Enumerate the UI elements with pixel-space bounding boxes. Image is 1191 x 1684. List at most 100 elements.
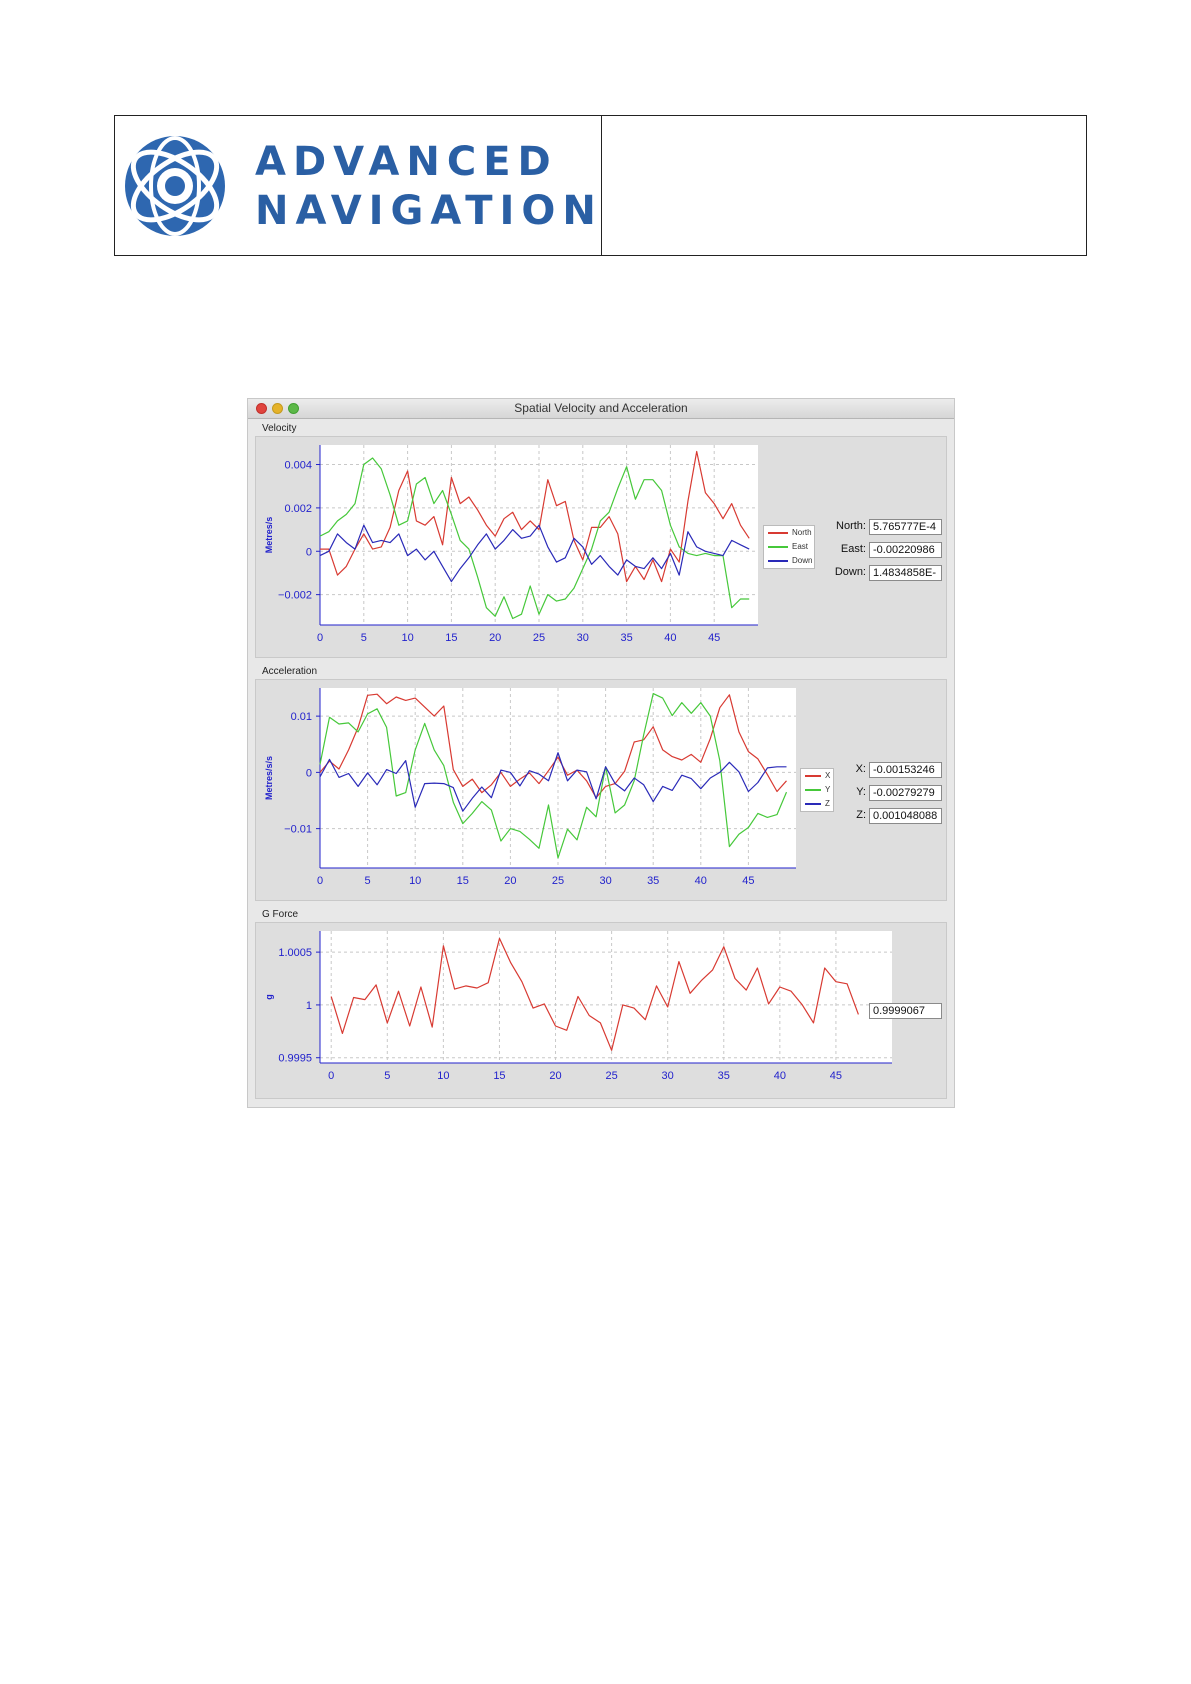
velocity-legend: North East Down bbox=[763, 525, 815, 569]
velocity-x-tick-label: 30 bbox=[577, 632, 589, 644]
down-label: Down: bbox=[834, 566, 866, 578]
velocity-series-down-line bbox=[319, 524, 750, 583]
legend-label-y: Y bbox=[825, 785, 831, 794]
legend-swatch-y bbox=[805, 789, 821, 791]
legend-item-north: North bbox=[764, 526, 814, 540]
acceleration-legend: X Y Z bbox=[800, 768, 834, 812]
spatial-velocity-window: Spatial Velocity and Acceleration Veloci… bbox=[247, 398, 955, 1108]
velocity-x-tick-label: 45 bbox=[708, 632, 720, 644]
legend-swatch-north bbox=[768, 532, 788, 534]
acceleration-panel: 0 5 10 15 20 25 30 35 40 45 0.01 0 −0.01 Metres/s/s X… bbox=[255, 679, 947, 901]
velocity-y-tick-label: 0.002 bbox=[284, 503, 312, 515]
minimize-window-button[interactable] bbox=[272, 403, 283, 414]
velocity-group-label: Velocity bbox=[262, 423, 297, 434]
velocity-y-tick-label: 0 bbox=[306, 546, 312, 558]
east-field[interactable]: -0.00220986 bbox=[869, 542, 942, 558]
acceleration-series-y-line bbox=[319, 693, 788, 859]
logo-line-2: NAVIGATION bbox=[255, 188, 603, 234]
gforce-panel: 0 5 10 15 20 25 30 35 40 45 1.0005 1 0.9995 g 0.99990… bbox=[255, 922, 947, 1099]
legend-swatch-east bbox=[768, 546, 788, 548]
acceleration-x-tick-label: 35 bbox=[647, 875, 659, 887]
velocity-series-north-line bbox=[320, 450, 750, 583]
close-window-button[interactable] bbox=[256, 403, 267, 414]
legend-label-x: X bbox=[825, 771, 831, 780]
gforce-y-tick-label: 1.0005 bbox=[278, 947, 312, 959]
velocity-y-axis-label: Metres/s bbox=[264, 517, 274, 554]
acceleration-x-tick-label: 25 bbox=[552, 875, 564, 887]
gforce-chart: 0 5 10 15 20 25 30 35 40 45 1.0005 1 0.9995 g bbox=[264, 931, 892, 1082]
gforce-x-tick-label: 15 bbox=[493, 1070, 505, 1082]
north-field[interactable]: 5.765777E-4 bbox=[869, 519, 942, 535]
velocity-series-east-line bbox=[319, 457, 750, 620]
logo-cell: ADVANCED NAVIGATION bbox=[115, 116, 602, 255]
gforce-x-tick-label: 35 bbox=[718, 1070, 730, 1082]
acceleration-chart: 0 5 10 15 20 25 30 35 40 45 0.01 0 −0.01 Metres/s/s bbox=[264, 688, 796, 887]
legend-item-z: Z bbox=[801, 797, 833, 811]
gforce-x-tick-label: 40 bbox=[774, 1070, 786, 1082]
gforce-series-g-line bbox=[330, 937, 859, 1051]
velocity-x-tick-label: 5 bbox=[361, 632, 367, 644]
velocity-x-tick-label: 25 bbox=[533, 632, 545, 644]
acceleration-series-x-line bbox=[319, 693, 787, 799]
acceleration-x-tick-label: 5 bbox=[365, 875, 371, 887]
gforce-x-tick-label: 0 bbox=[328, 1070, 334, 1082]
velocity-x-tick-label: 40 bbox=[664, 632, 676, 644]
acceleration-y-axis-label: Metres/s/s bbox=[264, 756, 274, 800]
gforce-x-tick-label: 10 bbox=[437, 1070, 449, 1082]
legend-label-down: Down bbox=[792, 556, 813, 565]
gforce-x-tick-label: 5 bbox=[384, 1070, 390, 1082]
gforce-field[interactable]: 0.9999067 bbox=[869, 1003, 942, 1019]
x-field[interactable]: -0.00153246 bbox=[869, 762, 942, 778]
velocity-y-tick-label: 0.004 bbox=[284, 460, 312, 472]
gforce-plot-area bbox=[320, 931, 892, 1063]
legend-item-down: Down bbox=[764, 554, 814, 568]
legend-label-east: East bbox=[792, 542, 809, 551]
gforce-y-tick-label: 0.9995 bbox=[278, 1053, 312, 1065]
y-label: Y: bbox=[856, 786, 866, 798]
acceleration-y-tick-label: 0 bbox=[306, 767, 312, 779]
velocity-x-tick-label: 10 bbox=[401, 632, 413, 644]
window-title: Spatial Velocity and Acceleration bbox=[514, 401, 688, 415]
velocity-x-tick-label: 35 bbox=[620, 632, 632, 644]
acceleration-y-tick-label: −0.01 bbox=[284, 824, 312, 836]
acceleration-x-tick-label: 15 bbox=[457, 875, 469, 887]
acceleration-series-z-line bbox=[319, 752, 787, 812]
gforce-x-tick-label: 30 bbox=[662, 1070, 674, 1082]
logo-line-1: ADVANCED bbox=[255, 139, 558, 185]
gforce-x-tick-label: 25 bbox=[605, 1070, 617, 1082]
x-label: X: bbox=[855, 763, 866, 775]
velocity-x-tick-label: 0 bbox=[317, 632, 323, 644]
legend-item-y: Y bbox=[801, 783, 833, 797]
y-field[interactable]: -0.00279279 bbox=[869, 785, 942, 801]
legend-label-z: Z bbox=[825, 799, 830, 808]
acceleration-x-tick-label: 10 bbox=[409, 875, 421, 887]
acceleration-group-label: Acceleration bbox=[262, 666, 318, 677]
legend-label-north: North bbox=[792, 528, 812, 537]
window-titlebar[interactable]: Spatial Velocity and Acceleration bbox=[248, 399, 954, 419]
gforce-x-tick-label: 45 bbox=[830, 1070, 842, 1082]
north-label: North: bbox=[836, 520, 866, 532]
z-field[interactable]: 0.001048088 bbox=[869, 808, 942, 824]
east-label: East: bbox=[840, 543, 866, 555]
velocity-x-tick-label: 20 bbox=[489, 632, 501, 644]
z-label: Z: bbox=[856, 809, 866, 821]
gforce-y-tick-label: 1 bbox=[306, 1000, 312, 1012]
gforce-x-tick-label: 20 bbox=[549, 1070, 561, 1082]
velocity-panel: 0 5 10 15 20 25 30 35 40 45 0.004 0.002 0 −0.002 Metre… bbox=[255, 436, 947, 658]
legend-swatch-x bbox=[805, 775, 821, 777]
down-field[interactable]: 1.4834858E- bbox=[869, 565, 942, 581]
advanced-navigation-logo-icon bbox=[125, 136, 225, 236]
acceleration-x-tick-label: 20 bbox=[504, 875, 516, 887]
acceleration-x-tick-label: 40 bbox=[695, 875, 707, 887]
header-right-cell bbox=[602, 116, 1086, 255]
acceleration-x-tick-label: 0 bbox=[317, 875, 323, 887]
gforce-group-label: G Force bbox=[262, 909, 299, 920]
acceleration-x-tick-label: 30 bbox=[599, 875, 611, 887]
velocity-chart: 0 5 10 15 20 25 30 35 40 45 0.004 0.002 0 −0.002 Metre… bbox=[264, 445, 758, 644]
legend-item-east: East bbox=[764, 540, 814, 554]
zoom-window-button[interactable] bbox=[288, 403, 299, 414]
acceleration-x-tick-label: 45 bbox=[742, 875, 754, 887]
logo-wordmark: ADVANCED NAVIGATION bbox=[255, 142, 603, 231]
legend-swatch-z bbox=[805, 803, 821, 805]
velocity-y-tick-label: −0.002 bbox=[278, 590, 312, 602]
